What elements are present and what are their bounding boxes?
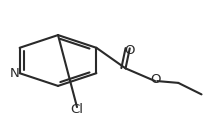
Text: O: O (124, 44, 135, 57)
Text: O: O (150, 73, 160, 86)
Text: Cl: Cl (70, 103, 84, 116)
Text: N: N (9, 67, 19, 80)
